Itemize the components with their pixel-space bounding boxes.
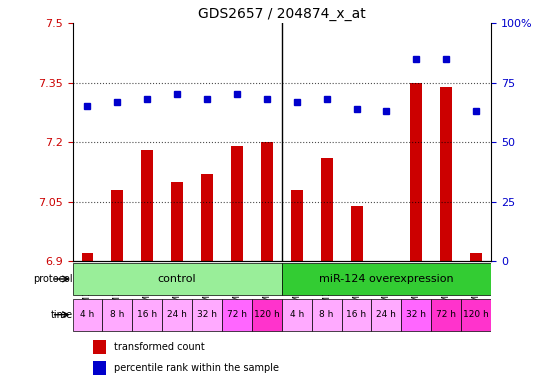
Bar [222,23,252,261]
FancyBboxPatch shape [341,299,372,331]
Bar [252,23,282,261]
FancyBboxPatch shape [73,263,282,295]
FancyBboxPatch shape [312,299,341,331]
Bar [201,174,213,261]
Text: 16 h: 16 h [137,310,157,319]
FancyBboxPatch shape [282,299,312,331]
Text: 24 h: 24 h [167,310,187,319]
FancyBboxPatch shape [73,299,103,331]
FancyBboxPatch shape [252,299,282,331]
FancyBboxPatch shape [461,299,491,331]
Bar [171,182,183,261]
Bar [112,190,123,261]
Bar [73,23,103,261]
FancyBboxPatch shape [282,263,491,295]
FancyBboxPatch shape [132,299,162,331]
Text: 4 h: 4 h [80,310,95,319]
FancyBboxPatch shape [162,299,192,331]
Bar [162,23,192,261]
Text: 32 h: 32 h [406,310,426,319]
Bar [350,205,363,261]
Text: control: control [158,274,196,284]
FancyBboxPatch shape [222,299,252,331]
Text: 24 h: 24 h [377,310,396,319]
Text: protocol: protocol [33,274,73,284]
FancyBboxPatch shape [103,299,132,331]
Bar [291,190,302,261]
Text: 4 h: 4 h [290,310,304,319]
Bar [440,86,452,261]
Text: 8 h: 8 h [110,310,124,319]
Text: miR-124 overexpression: miR-124 overexpression [319,274,454,284]
Text: 72 h: 72 h [436,310,456,319]
Bar [231,146,243,261]
Text: 120 h: 120 h [254,310,280,319]
Bar [321,158,333,261]
Text: 8 h: 8 h [319,310,334,319]
Text: 120 h: 120 h [463,310,489,319]
FancyBboxPatch shape [401,299,431,331]
Bar [410,83,422,261]
Text: transformed count: transformed count [114,342,205,352]
Text: time: time [50,310,73,320]
Text: 16 h: 16 h [347,310,367,319]
Bar [192,23,222,261]
Bar [470,253,482,261]
FancyBboxPatch shape [431,299,461,331]
FancyBboxPatch shape [372,299,401,331]
Text: 72 h: 72 h [227,310,247,319]
Bar [94,361,106,376]
Text: 32 h: 32 h [197,310,217,319]
Title: GDS2657 / 204874_x_at: GDS2657 / 204874_x_at [198,7,365,21]
Text: percentile rank within the sample: percentile rank within the sample [114,363,280,373]
Bar [81,253,94,261]
Bar [141,150,153,261]
FancyBboxPatch shape [192,299,222,331]
Bar [94,340,106,354]
Bar [261,142,273,261]
Bar [103,23,132,261]
Bar [132,23,162,261]
